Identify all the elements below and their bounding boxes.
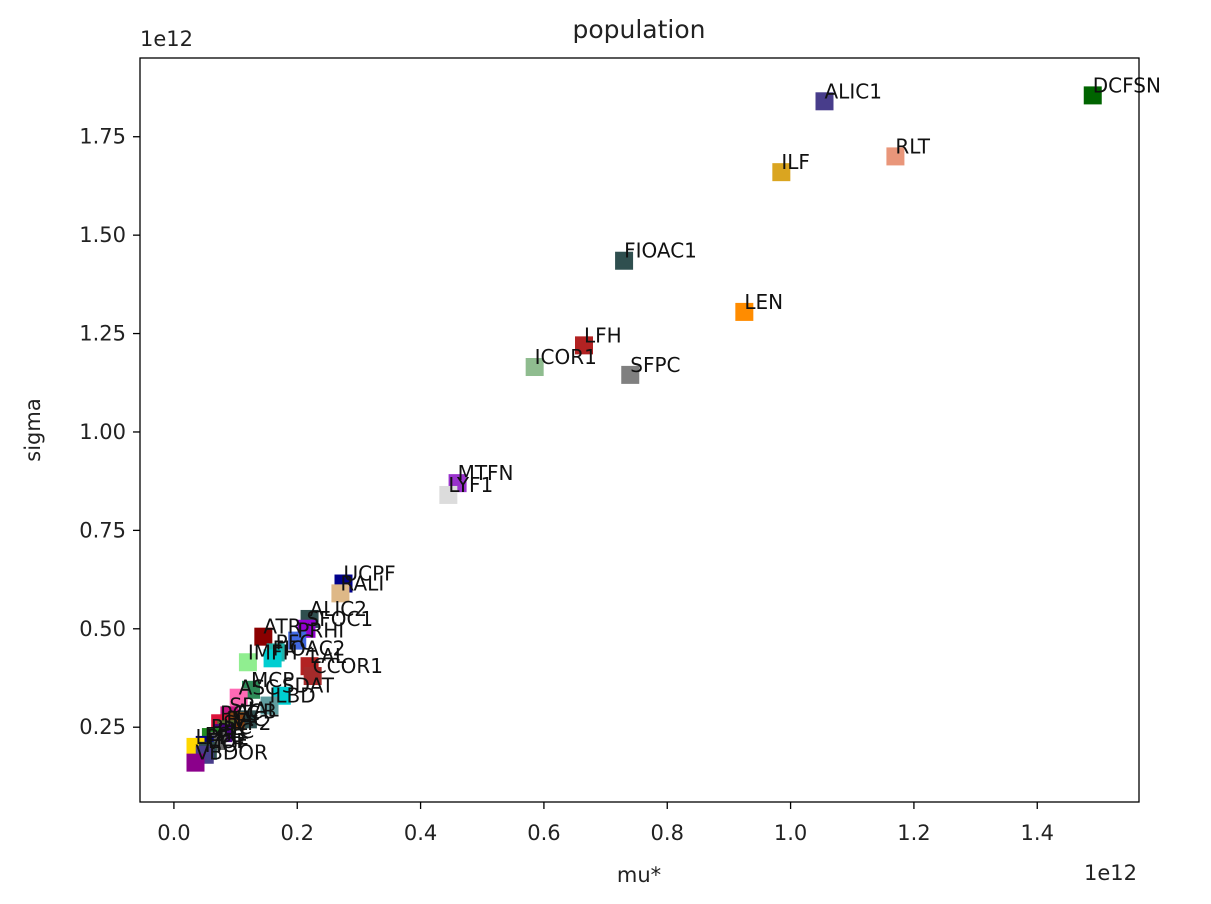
- point-label-lpfc: LPFC: [196, 725, 245, 749]
- point-ilbd: [260, 696, 279, 715]
- point-label-fioac2: FIOAC2: [273, 636, 346, 660]
- point-fioac2: [263, 649, 282, 668]
- point-label-ilf: ILF: [781, 150, 810, 174]
- point-vbdor: [186, 753, 205, 772]
- point-label-ucpf: UCPF: [344, 562, 396, 586]
- point-label-slf2: SLF2: [223, 711, 271, 735]
- point-label-pcc: PCC: [220, 701, 260, 725]
- point-label-phc: PHC: [211, 715, 252, 739]
- points-layer: [186, 86, 1102, 772]
- point-lfh: [575, 336, 593, 355]
- point-label-alic2: ALIC2: [310, 597, 367, 621]
- point-label-sfpc: SFPC: [630, 353, 680, 377]
- y-tick-label: 1.00: [79, 420, 126, 444]
- x-offset-text: 1e12: [1084, 861, 1137, 885]
- point-label-lyf1: LYF1: [448, 473, 493, 497]
- x-tick-label: 1.0: [774, 821, 807, 845]
- point-label-eof: EOF: [208, 729, 248, 753]
- point-label-acb: ACB: [236, 699, 277, 723]
- point-label-lfh: LFH: [584, 323, 622, 347]
- point-label-pfc: PFC: [276, 630, 314, 654]
- x-tick-label: 1.2: [897, 821, 930, 845]
- point-sfpc: [621, 365, 640, 384]
- chart-title: population: [572, 15, 705, 44]
- plot-frame: [139, 57, 1140, 803]
- point-label-ccor1: CCOR1: [313, 654, 383, 678]
- y-tick-label: 1.25: [79, 322, 126, 346]
- point-label-len: LEN: [744, 290, 783, 314]
- point-label-ilbd: ILBD: [270, 684, 316, 708]
- point-ilf: [772, 163, 791, 182]
- y-tick-label: 0.25: [79, 715, 126, 739]
- point-label-rlt: RLT: [895, 134, 930, 158]
- point-label-mtfn: MTFN: [458, 461, 514, 485]
- point-fioac1: [615, 251, 634, 270]
- point-label-rac: RAC: [226, 707, 266, 731]
- y-offset-text: 1e12: [140, 27, 193, 51]
- point-label-vbdor: VBDOR: [196, 741, 269, 765]
- point-len: [735, 302, 754, 321]
- x-tick-label: 0.0: [157, 821, 190, 845]
- point-atr: [254, 627, 273, 646]
- point-label-plc: PLC: [217, 719, 254, 743]
- point-label-alic1: ALIC1: [825, 79, 882, 103]
- point-rali: [331, 584, 350, 603]
- point-label-atr: ATR: [263, 615, 301, 639]
- point-label-sp: SP: [229, 693, 254, 717]
- point-prhi: [288, 631, 307, 650]
- point-icor1: [525, 358, 544, 377]
- x-axis-label: mu*: [617, 863, 661, 887]
- point-ccor1: [303, 667, 322, 686]
- point-dcfsn: [1083, 86, 1102, 105]
- x-tick-label: 0.8: [651, 821, 684, 845]
- x-tick-label: 0.6: [527, 821, 560, 845]
- point-rlt: [886, 147, 905, 166]
- point-imfh: [238, 653, 257, 672]
- point-asc: [229, 688, 248, 707]
- y-tick-label: 0.50: [79, 617, 126, 641]
- y-tick-label: 0.75: [79, 518, 126, 542]
- point-label-icor1: ICOR1: [535, 345, 597, 369]
- point-label-dcfsn: DCFSN: [1093, 73, 1161, 97]
- point-label-mof: MOF: [205, 733, 250, 757]
- point-label-fioac1: FIOAC1: [624, 239, 697, 263]
- point-label-imfh: IMFH: [248, 640, 298, 664]
- y-tick-label: 1.50: [79, 223, 126, 247]
- point-label-fgb: FGB: [205, 723, 246, 747]
- y-tick-label: 1.75: [79, 125, 126, 149]
- x-tick-label: 0.2: [281, 821, 314, 845]
- point-label-prhi: PRHI: [297, 619, 344, 643]
- point-label-rali: RALI: [340, 571, 384, 595]
- point-label-ial: IAL: [248, 697, 280, 721]
- point-lyf1: [439, 485, 458, 504]
- point-label-mcp: MCP: [251, 668, 294, 692]
- point-label-asc: ASC: [239, 676, 279, 700]
- x-tick-label: 0.4: [404, 821, 437, 845]
- point-alic1: [815, 92, 834, 111]
- y-axis-label: sigma: [21, 398, 45, 461]
- x-axis: 0.0 0.2 0.4 0.6 0.8 1.0 1.2 1.4: [157, 802, 1054, 845]
- point-label-lal: LAL: [310, 644, 347, 668]
- y-axis: 0.25 0.50 0.75 1.00 1.25 1.50 1.75: [79, 125, 140, 739]
- point-label-sdat: SDAT: [282, 674, 335, 698]
- point-label-sfoc1: SFOC1: [307, 607, 374, 631]
- x-tick-label: 1.4: [1021, 821, 1054, 845]
